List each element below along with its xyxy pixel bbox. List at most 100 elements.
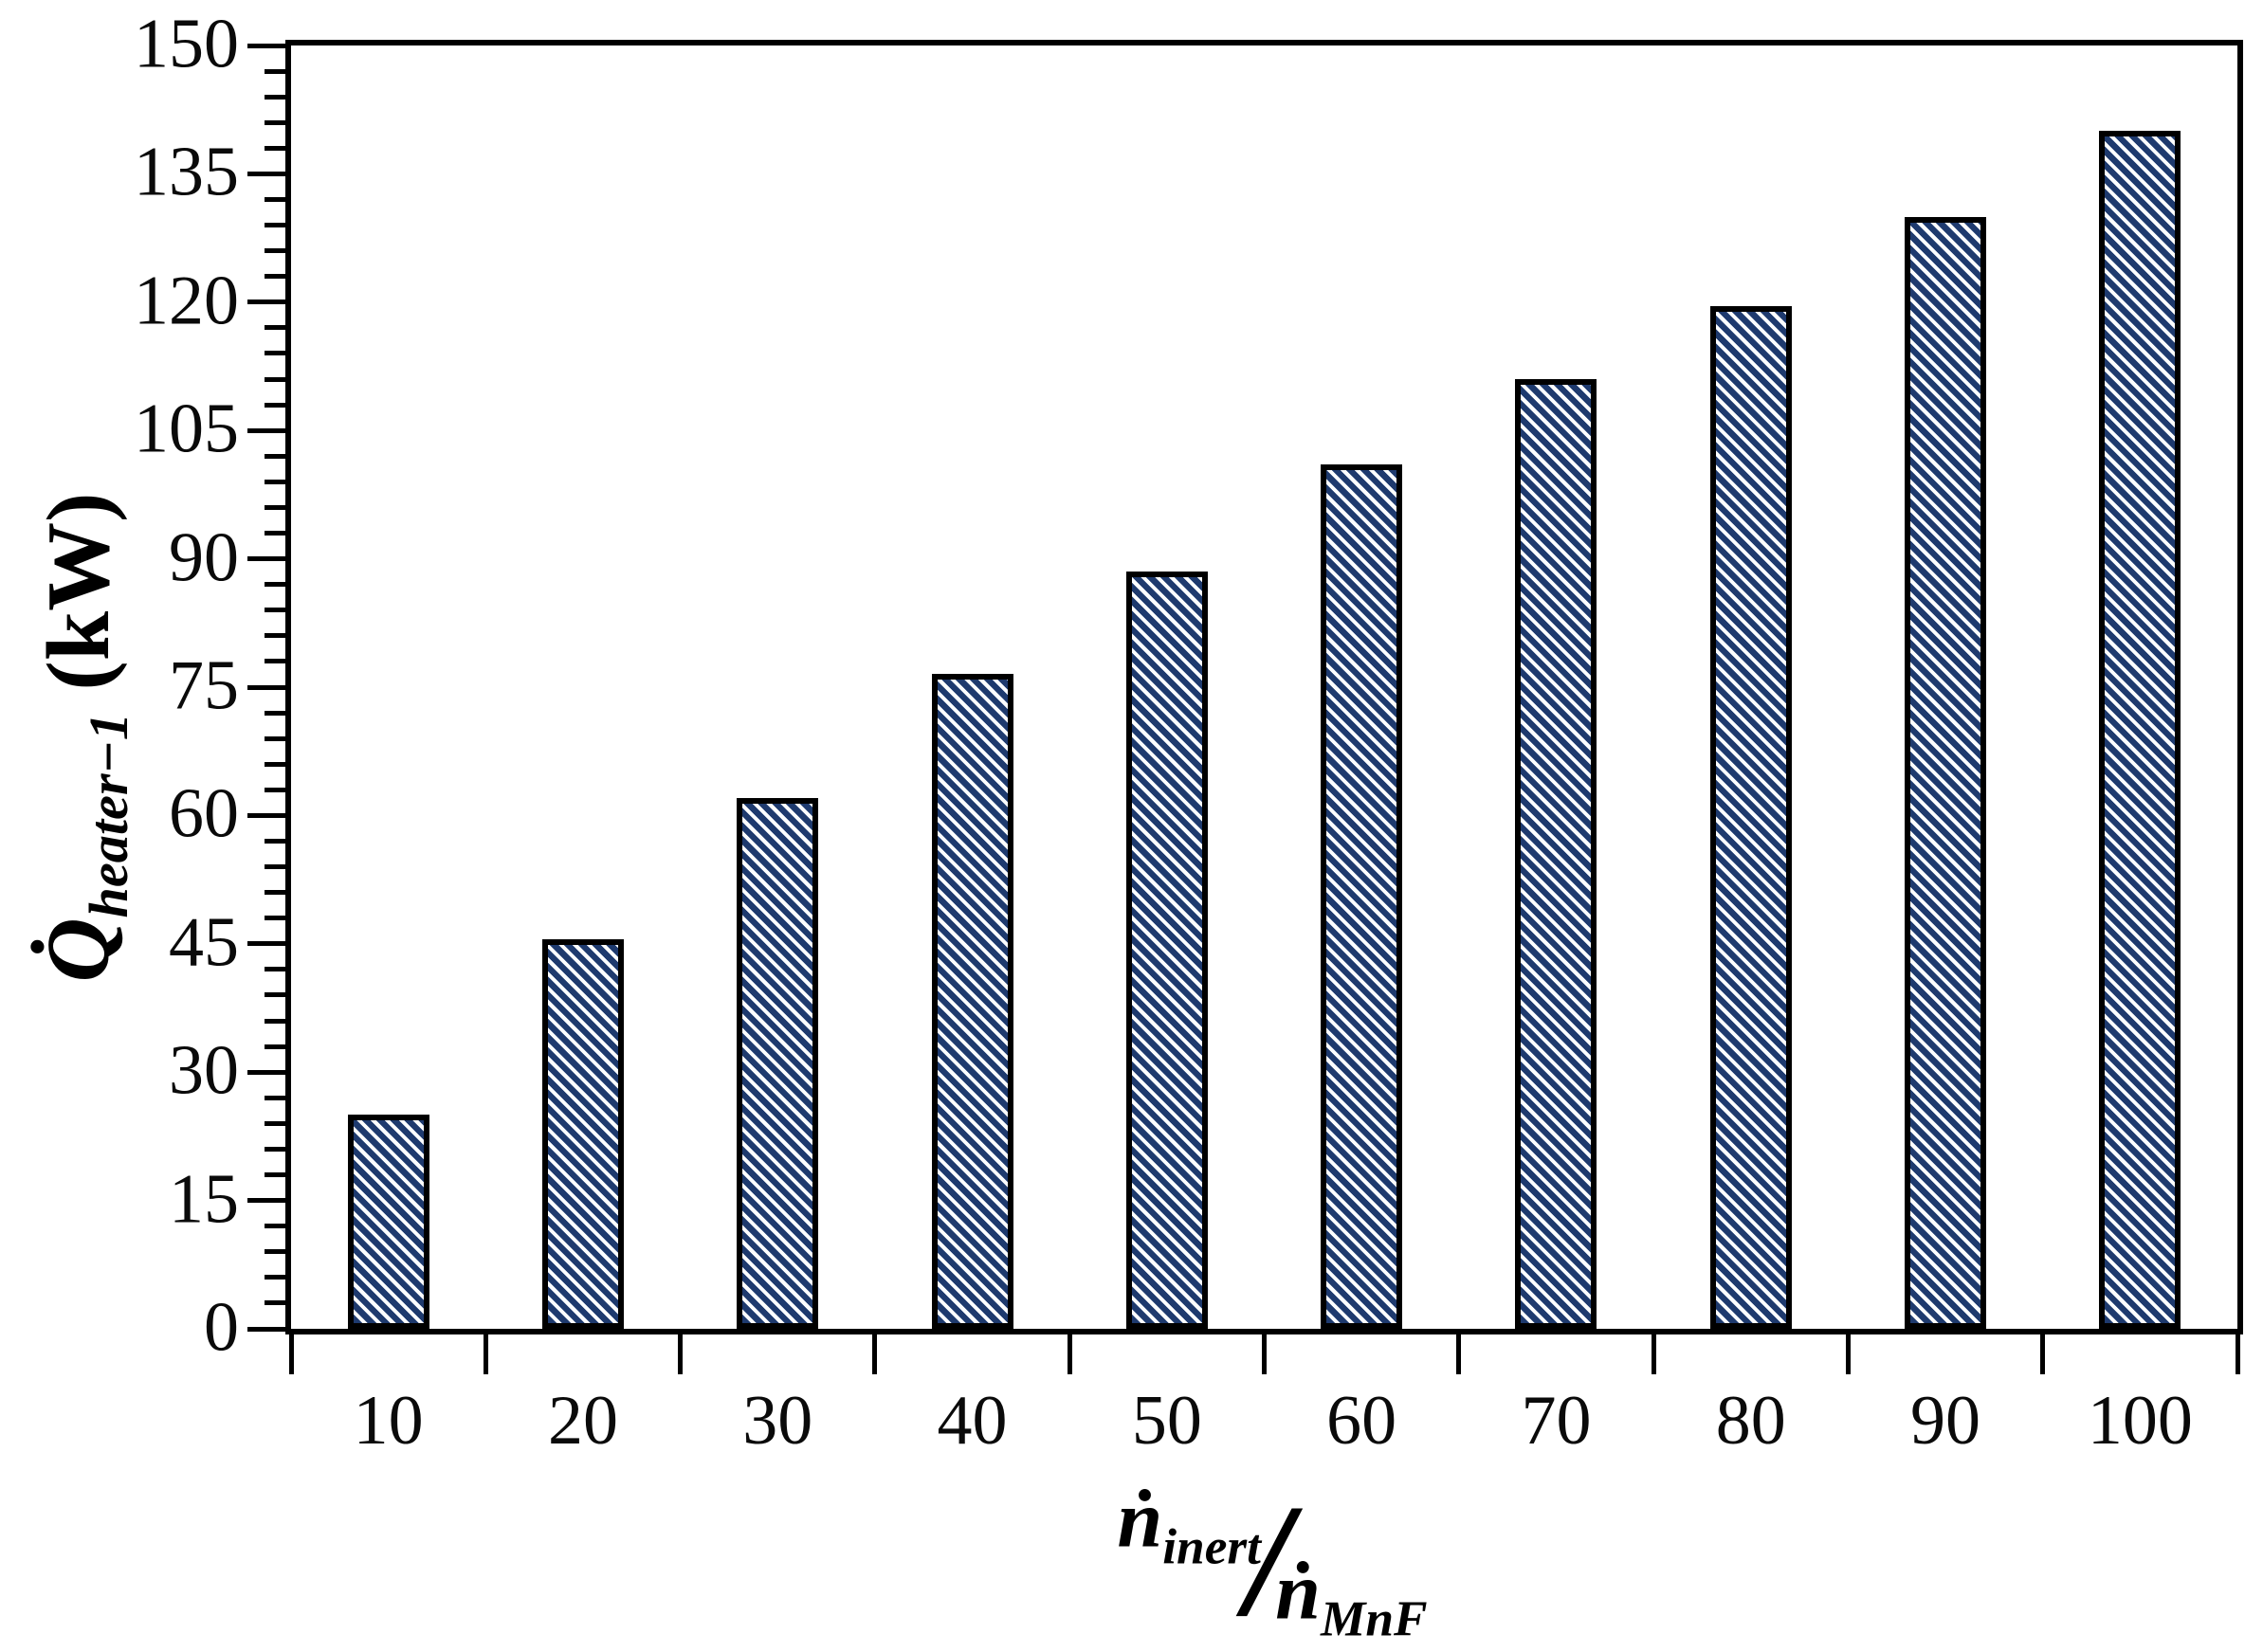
- y-major-tick: [247, 1198, 285, 1204]
- y-minor-tick: [265, 1224, 285, 1229]
- y-minor-tick: [265, 248, 285, 254]
- y-minor-tick: [265, 1044, 285, 1049]
- y-tick-label-120: 120: [134, 262, 239, 340]
- x-tick-label-40: 40: [937, 1382, 1008, 1460]
- y-minor-tick: [265, 1120, 285, 1126]
- bar-20: [541, 939, 624, 1329]
- y-major-tick: [247, 812, 285, 818]
- bar-90: [1905, 216, 1987, 1329]
- x-tick-label-70: 70: [1521, 1382, 1592, 1460]
- x-tick: [1845, 1334, 1851, 1374]
- y-major-tick: [247, 43, 285, 48]
- y-tick-label-15: 15: [169, 1160, 239, 1239]
- x-tick: [1651, 1334, 1656, 1374]
- y-major-tick: [247, 1069, 285, 1075]
- x-tick-label-10: 10: [353, 1382, 424, 1460]
- x-tick: [2235, 1334, 2240, 1374]
- y-minor-tick: [265, 145, 285, 151]
- x-tick: [1262, 1334, 1267, 1374]
- x-axis-den-symbol: ṅ: [1275, 1545, 1321, 1637]
- y-minor-tick: [265, 864, 285, 870]
- y-minor-tick: [265, 1146, 285, 1152]
- y-minor-tick: [265, 1095, 285, 1100]
- x-tick: [1456, 1334, 1462, 1374]
- x-tick: [872, 1334, 878, 1374]
- y-minor-tick: [265, 1018, 285, 1024]
- y-tick-label-60: 60: [169, 774, 239, 853]
- x-tick: [288, 1334, 294, 1374]
- bar-60: [1321, 464, 1403, 1329]
- y-minor-tick: [265, 761, 285, 767]
- y-minor-tick: [265, 531, 285, 536]
- y-minor-tick: [265, 916, 285, 921]
- y-minor-tick: [265, 992, 285, 998]
- y-minor-tick: [265, 633, 285, 639]
- y-tick-label-0: 0: [204, 1288, 239, 1367]
- x-tick: [1067, 1334, 1072, 1374]
- y-major-tick: [247, 427, 285, 433]
- y-minor-tick: [265, 402, 285, 408]
- y-minor-tick: [265, 325, 285, 331]
- y-minor-tick: [265, 68, 285, 74]
- y-minor-tick: [265, 1275, 285, 1280]
- y-minor-tick: [265, 196, 285, 202]
- x-tick: [678, 1334, 684, 1374]
- x-tick-label-60: 60: [1326, 1382, 1397, 1460]
- y-tick-label-75: 75: [169, 646, 239, 725]
- bar-30: [737, 798, 819, 1329]
- y-minor-tick: [265, 504, 285, 510]
- bar-10: [347, 1115, 429, 1329]
- bar-100: [2099, 131, 2181, 1329]
- y-tick-label-45: 45: [169, 903, 239, 982]
- x-axis-num-symbol: ṅ: [1117, 1473, 1163, 1565]
- x-axis-denominator: ṅMnF: [1275, 1550, 1427, 1644]
- y-minor-tick: [265, 376, 285, 382]
- y-minor-tick: [265, 1300, 285, 1306]
- x-tick: [2040, 1334, 2046, 1374]
- y-minor-tick: [265, 94, 285, 100]
- y-tick-label-150: 150: [134, 5, 239, 83]
- y-minor-tick: [265, 890, 285, 896]
- y-minor-tick: [265, 479, 285, 484]
- y-major-tick: [247, 684, 285, 690]
- y-minor-tick: [265, 735, 285, 741]
- x-axis-title: ṅinert / ṅMnF: [1117, 1478, 1427, 1643]
- y-minor-tick: [265, 223, 285, 228]
- x-axis-den-subscript: MnF: [1320, 1589, 1428, 1647]
- y-major-tick: [247, 300, 285, 305]
- x-tick-label-100: 100: [2087, 1382, 2193, 1460]
- y-minor-tick: [265, 659, 285, 664]
- bar-80: [1709, 306, 1792, 1329]
- y-minor-tick: [265, 119, 285, 125]
- x-axis-num-subscript: inert: [1162, 1517, 1261, 1575]
- x-tick-label-80: 80: [1715, 1382, 1786, 1460]
- y-major-tick: [247, 941, 285, 947]
- y-minor-tick: [265, 1249, 285, 1255]
- y-major-tick: [247, 556, 285, 562]
- x-tick-label-90: 90: [1910, 1382, 1981, 1460]
- x-tick: [483, 1334, 488, 1374]
- y-tick-label-135: 135: [134, 133, 239, 211]
- y-minor-tick: [265, 453, 285, 459]
- fraction-slash: /: [1245, 1471, 1291, 1650]
- x-tick-label-20: 20: [547, 1382, 618, 1460]
- y-minor-tick: [265, 710, 285, 716]
- x-tick-label-30: 30: [742, 1382, 813, 1460]
- y-tick-label-30: 30: [169, 1031, 239, 1110]
- x-tick-label-50: 50: [1131, 1382, 1202, 1460]
- bar-70: [1515, 379, 1597, 1329]
- y-minor-tick: [265, 351, 285, 356]
- bar-50: [1125, 572, 1208, 1329]
- y-minor-tick: [265, 582, 285, 588]
- y-minor-tick: [265, 787, 285, 792]
- y-major-tick: [247, 171, 285, 176]
- y-minor-tick: [265, 838, 285, 844]
- x-axis-numerator: ṅinert: [1117, 1478, 1261, 1572]
- y-minor-tick: [265, 608, 285, 613]
- y-tick-label-90: 90: [169, 518, 239, 597]
- y-minor-tick: [265, 274, 285, 280]
- y-minor-tick: [265, 1172, 285, 1178]
- bar-40: [931, 674, 1013, 1329]
- y-tick-label-105: 105: [134, 390, 239, 468]
